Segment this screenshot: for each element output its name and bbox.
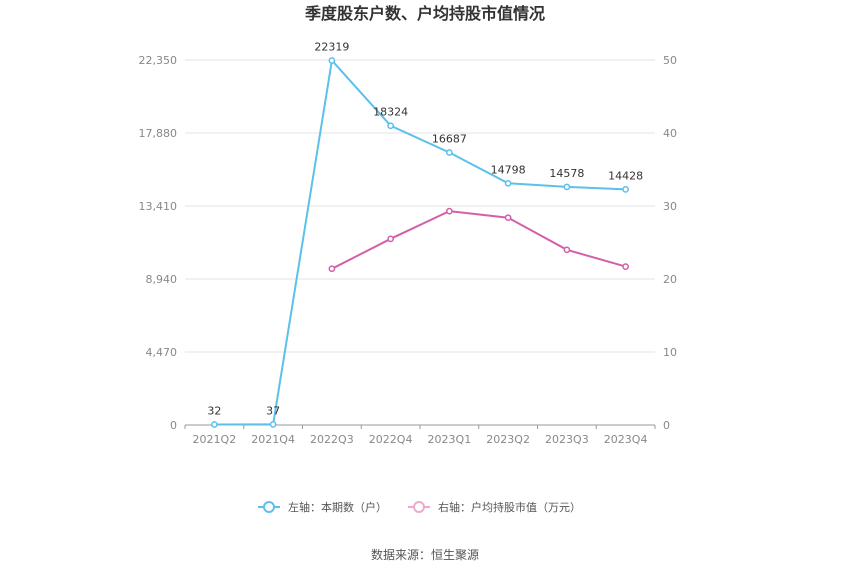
x-tick-label: 2021Q2 — [193, 433, 237, 446]
x-tick-label: 2023Q4 — [604, 433, 648, 446]
y-right-tick-label: 0 — [663, 419, 670, 432]
data-labels: 32 37 22319 18324 16687 14798 14578 14428 — [207, 41, 643, 418]
data-point[interactable] — [622, 186, 629, 193]
y-right-tick-label: 10 — [663, 346, 677, 359]
data-point[interactable] — [387, 235, 394, 243]
y-right-tick-label: 40 — [663, 127, 677, 140]
chart-title: 季度股东户数、户均持股市值情况 — [304, 4, 545, 23]
series-layer — [211, 57, 629, 428]
legend-item-2[interactable]: 右轴：户均持股市值（万元） — [408, 500, 581, 514]
data-point[interactable] — [446, 149, 453, 156]
axes: 0 4,470 8,940 13,410 17,880 22,350 0 10 20 30 40 50… — [139, 54, 678, 446]
data-point[interactable] — [387, 122, 394, 130]
data-point[interactable] — [328, 57, 336, 64]
x-tick-label: 2021Q4 — [251, 433, 295, 446]
y-right-tick-label: 30 — [663, 200, 677, 213]
legend-marker — [263, 501, 275, 513]
data-label: 14578 — [549, 167, 584, 180]
x-tick-label: 2023Q1 — [428, 433, 472, 446]
y-left-tick-label: 22,350 — [139, 54, 178, 67]
y-left-tick-label: 13,410 — [139, 200, 178, 213]
series-line-1 — [214, 58, 626, 426]
y-left-tick-label: 17,880 — [139, 127, 178, 140]
x-tick-label: 2023Q2 — [486, 433, 530, 446]
data-point[interactable] — [563, 246, 571, 254]
data-label: 14428 — [608, 169, 643, 182]
x-tick-label: 2022Q4 — [369, 433, 413, 446]
y-left-tick-label: 4,470 — [146, 346, 178, 359]
data-point[interactable] — [211, 421, 218, 428]
data-label: 14798 — [491, 163, 526, 176]
x-tick-label: 2022Q3 — [310, 433, 354, 446]
data-label: 32 — [207, 404, 221, 417]
series-line-2 — [331, 210, 626, 270]
legend-item-1[interactable]: 左轴：本期数（户） — [258, 500, 387, 514]
legend[interactable]: 左轴：本期数（户） 右轴：户均持股市值（万元） — [258, 500, 581, 514]
legend-label: 右轴：户均持股市值（万元） — [438, 500, 581, 514]
data-label: 16687 — [432, 132, 467, 145]
data-label: 18324 — [373, 106, 408, 119]
data-point[interactable] — [622, 263, 629, 270]
x-tick-label: 2023Q3 — [545, 433, 589, 446]
y-left-tick-label: 8,940 — [146, 273, 178, 286]
y-left-tick-label: 0 — [170, 419, 177, 432]
data-point[interactable] — [504, 214, 512, 222]
data-point[interactable] — [269, 421, 277, 428]
data-point[interactable] — [328, 265, 336, 273]
legend-label: 左轴：本期数（户） — [288, 500, 387, 514]
data-point[interactable] — [563, 183, 571, 191]
data-point[interactable] — [504, 179, 512, 187]
data-label: 22319 — [314, 41, 349, 54]
legend-marker — [413, 501, 425, 513]
y-right-tick-label: 50 — [663, 54, 677, 67]
source-note: 数据来源：恒生聚源 — [371, 547, 479, 562]
y-right-tick-label: 20 — [663, 273, 677, 286]
grid — [185, 59, 655, 353]
data-point[interactable] — [446, 207, 453, 215]
data-label: 37 — [266, 404, 280, 417]
